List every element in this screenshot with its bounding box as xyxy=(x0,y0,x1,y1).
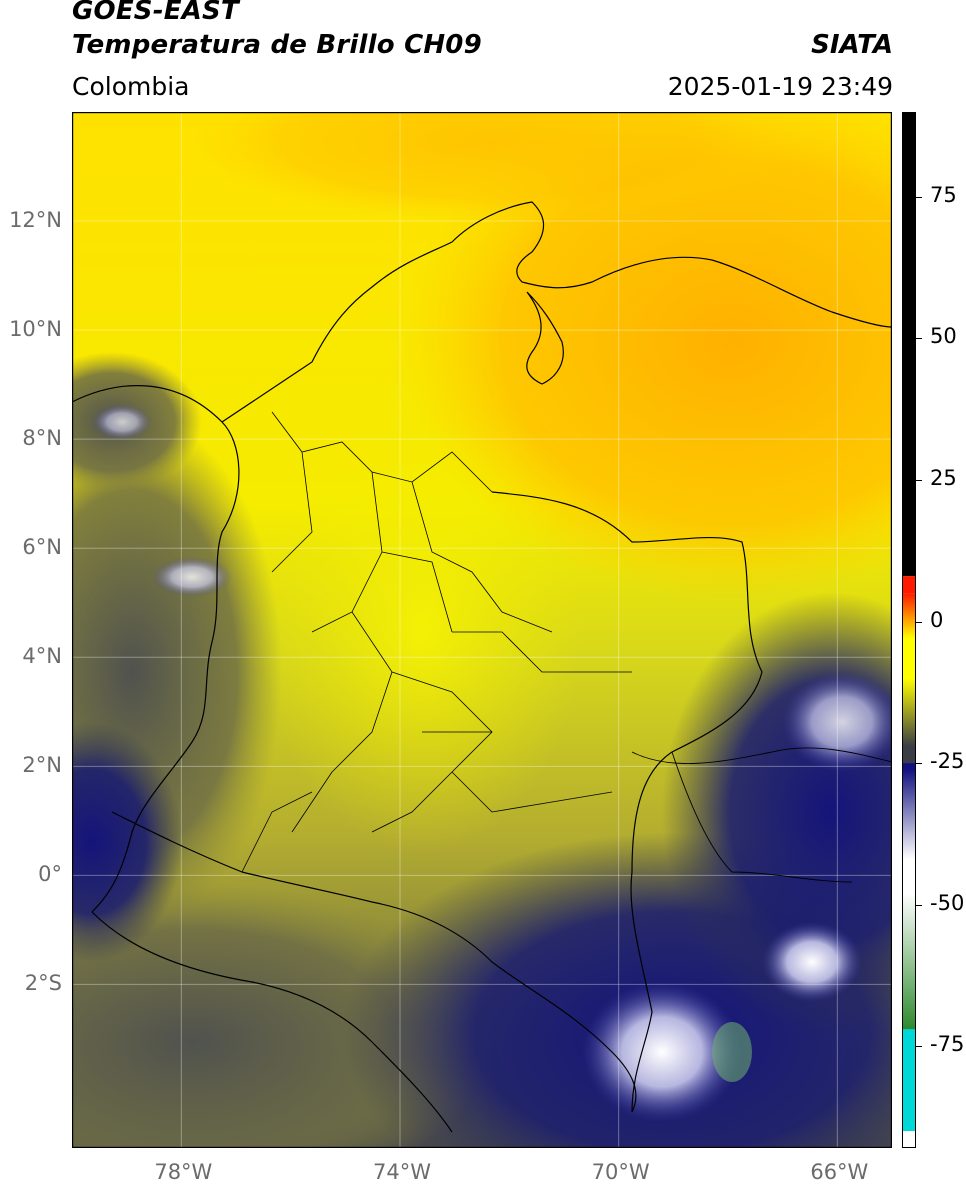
colombia-south-border xyxy=(111,811,637,1113)
colorbar-tick xyxy=(916,479,922,481)
peru-ecuador-border xyxy=(91,911,453,1133)
colombia-east-border xyxy=(491,491,763,1113)
colorbar-blend xyxy=(902,893,916,1030)
lat-tick-label: 8°N xyxy=(22,426,62,451)
colorbar-segment xyxy=(902,632,916,690)
colorbar-tick xyxy=(916,621,922,623)
cold-top-5 xyxy=(92,404,152,440)
gridlines xyxy=(72,112,892,1148)
maracaibo-lake xyxy=(526,291,564,385)
colorbar-tick xyxy=(916,904,922,906)
colorbar-tick xyxy=(916,763,922,765)
colorbar-border xyxy=(902,112,916,1148)
colorbar-blend xyxy=(902,678,916,747)
colorbar xyxy=(902,112,916,1148)
colorbar-tick-label: 25 xyxy=(930,465,957,490)
very-cold-top xyxy=(712,1022,752,1082)
colorbar-segment xyxy=(902,1131,916,1148)
colorbar-tick-label: 75 xyxy=(930,182,957,207)
colorbar-tick-label: -50 xyxy=(930,890,965,915)
borders xyxy=(72,201,892,1133)
colorbar-segment xyxy=(902,576,916,594)
colorbar-blend xyxy=(902,768,916,860)
region-label: Colombia xyxy=(72,72,190,101)
lon-tick-label: 74°W xyxy=(373,1160,431,1184)
colorbar-tick-label: 50 xyxy=(930,324,957,349)
colorbar-tick xyxy=(916,338,922,340)
cold-top-2 xyxy=(762,922,862,1002)
timestamp: 2025-01-19 23:49 xyxy=(667,72,893,101)
colorbar-blend xyxy=(902,593,916,639)
map-border xyxy=(72,112,892,1148)
lat-tick-label: 12°N xyxy=(9,208,62,233)
lat-tick-label: 2°S xyxy=(24,971,62,996)
lat-tick-label: 10°N xyxy=(9,317,62,342)
lat-tick-label: 6°N xyxy=(22,535,62,560)
colorbar-tick xyxy=(916,1046,922,1048)
colorbar-tick-label: -25 xyxy=(930,749,965,774)
colorbar-tick-label: -75 xyxy=(930,1032,965,1057)
colorbar-tick xyxy=(916,196,922,198)
caribbean-coast xyxy=(221,201,892,423)
lat-tick-label: 2°N xyxy=(22,753,62,778)
colorbar-segment xyxy=(902,847,916,905)
lat-tick-label: 4°N xyxy=(22,644,62,669)
product-title: Temperatura de Brillo CH09 xyxy=(72,30,482,60)
cold-top-1 xyxy=(582,982,742,1122)
lon-tick-label: 66°W xyxy=(810,1160,869,1184)
colorbar-tick-label: 0 xyxy=(930,607,944,632)
lat-tick-label: 0° xyxy=(38,862,62,887)
lon-tick-label: 70°W xyxy=(591,1160,650,1184)
department-lines xyxy=(241,411,632,873)
pacific-convection xyxy=(72,722,182,962)
colorbar-segment xyxy=(902,112,916,577)
colorbar-segment xyxy=(902,1017,916,1132)
satellite-title: GOES-EAST xyxy=(72,0,239,26)
cold-top-4 xyxy=(152,557,232,597)
organization-label: SIATA xyxy=(811,30,893,60)
cold-top-3 xyxy=(782,672,892,772)
satellite-map xyxy=(72,112,892,1148)
lon-tick-label: 78°W xyxy=(154,1160,213,1184)
pacific-coast xyxy=(72,385,240,913)
venezuela-brazil-border xyxy=(631,747,892,883)
warm-area-north xyxy=(192,112,792,222)
yellow-core xyxy=(262,412,582,852)
